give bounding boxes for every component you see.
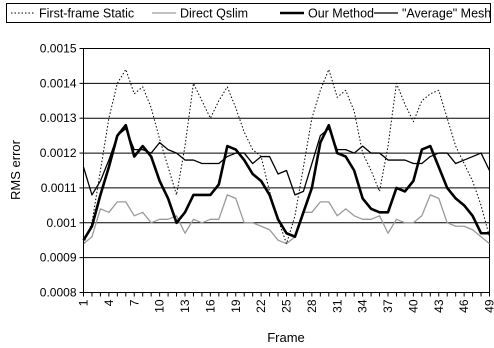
x-tick-label: 34 xyxy=(356,299,370,313)
x-tick-label: 16 xyxy=(203,299,217,313)
y-tick-label: 0.0012 xyxy=(40,146,77,160)
legend-box xyxy=(6,3,491,23)
x-tick-label: 4 xyxy=(102,299,116,306)
y-tick-label: 0.0011 xyxy=(41,181,77,195)
legend-label: First-frame Static xyxy=(39,7,134,21)
x-tick-label: 13 xyxy=(178,299,192,313)
y-axis-ticks: 0.0008 0.0009 0.001 0.0011 0.0012 0.0013 0.001… xyxy=(40,42,84,300)
series-line-average-mesh xyxy=(82,128,491,196)
y-tick-label: 0.0013 xyxy=(40,111,77,125)
x-tick-label: 1 xyxy=(77,299,91,306)
y-tick-label: 0.0014 xyxy=(40,76,77,90)
series-line-our-method xyxy=(82,123,490,241)
y-tick-label: 0.0008 xyxy=(40,286,77,300)
y-tick-label: 0.001 xyxy=(46,216,76,230)
x-tick-label: 46 xyxy=(457,299,471,313)
x-tick-label: 19 xyxy=(229,299,243,313)
x-tick-label: 49 xyxy=(483,299,494,313)
x-tick-label: 28 xyxy=(305,299,319,313)
legend: First-frame Static Direct Qslim Our Method… xyxy=(6,3,491,23)
x-tick-label: 40 xyxy=(406,299,420,313)
y-axis-title: RMS error xyxy=(8,139,23,200)
legend-label: Our Method xyxy=(308,7,374,21)
x-tick-label: 43 xyxy=(432,299,446,313)
x-tick-label: 25 xyxy=(280,299,294,313)
x-tick-label: 10 xyxy=(153,299,167,313)
legend-label: Direct Qslim xyxy=(180,7,248,21)
x-axis-title: Frame xyxy=(267,330,305,345)
x-tick-label: 37 xyxy=(381,299,395,313)
x-axis-ticks: 1 4 7 10 13 16 19 22 25 28 31 34 37 40 43 46 49 xyxy=(77,292,494,313)
x-tick-label: 31 xyxy=(330,299,344,313)
series-lines xyxy=(82,68,491,245)
x-tick-label: 22 xyxy=(254,299,268,313)
y-tick-label: 0.0015 xyxy=(40,42,77,56)
legend-label: "Average" Mesh xyxy=(402,7,491,21)
y-tick-label: 0.0009 xyxy=(40,251,77,265)
x-tick-label: 7 xyxy=(127,299,141,306)
series-line-direct-qslim xyxy=(83,194,490,245)
